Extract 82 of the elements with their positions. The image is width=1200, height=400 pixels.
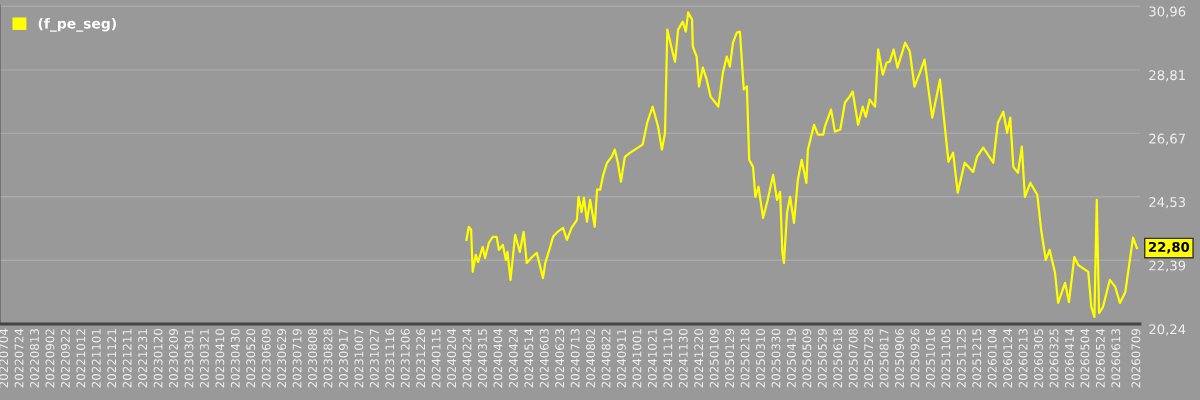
x-tick-label: 20230719: [292, 329, 302, 388]
x-tick-label: 20260613: [1111, 329, 1121, 388]
x-tick-label: 20230520: [246, 328, 256, 388]
x-tick-label: 20240115: [431, 329, 441, 388]
legend-label: (f_pe_seg): [38, 17, 116, 32]
x-tick-label: 20260104: [987, 328, 997, 388]
x-tick-label: 20250109: [709, 329, 719, 388]
x-tick-label: 20230917: [338, 329, 348, 388]
x-tick-label: 20240713: [570, 329, 580, 388]
x-tick-label: 20260213: [1018, 329, 1028, 388]
x-tick-label: 20250618: [833, 328, 843, 388]
x-tick-label: 20230609: [261, 329, 271, 388]
x-tick-label: 20220813: [30, 329, 39, 388]
x-tick-label: 20241130: [678, 328, 688, 388]
x-tick-label: 20250509: [802, 329, 812, 388]
x-tick-label: 20220724: [14, 328, 24, 388]
x-tick-label: 20250310: [756, 328, 765, 388]
x-tick-label: 20221012: [76, 329, 86, 388]
x-tick-label: 20240224: [462, 328, 472, 388]
x-tick-label: 20230321: [199, 329, 209, 388]
x-tick-label: 20250728: [864, 328, 874, 388]
y-tick-label: 30,96: [1149, 6, 1186, 18]
x-tick-label: 20251016: [925, 328, 935, 388]
x-tick-label: 20250330: [771, 328, 781, 388]
x-tick-label: 20250817: [879, 329, 889, 388]
x-tick-label: 20231007: [354, 329, 364, 388]
x-tick-label: 20221211: [122, 329, 132, 388]
x-tick-label: 20260504: [1080, 328, 1090, 388]
x-tick-label: 20260414: [1064, 328, 1074, 388]
x-tick-label: 20230120: [153, 328, 163, 388]
x-tick-label: 20241220: [694, 328, 704, 388]
x-tick-label: 20241001: [632, 329, 642, 388]
x-tick-label: 20230808: [308, 328, 317, 388]
y-tick-label: 28,81: [1149, 70, 1185, 82]
x-tick-label: 20241021: [647, 329, 657, 388]
x-tick-label: 20240204: [447, 328, 457, 388]
x-tick-label: 20240315: [477, 329, 487, 388]
x-tick-label: 20251125: [956, 329, 966, 388]
y-tick-label: 24,53: [1149, 197, 1186, 209]
x-tick-label: 20240603: [539, 329, 549, 388]
x-tick-label: 20221231: [138, 329, 148, 388]
x-tick-label: 20220704: [0, 328, 9, 388]
y-tick-label: 26,67: [1149, 133, 1185, 145]
x-tick-label: 20260305: [1034, 329, 1044, 388]
x-tick-label: 20230209: [169, 329, 178, 388]
x-tick-label: 20260124: [1003, 328, 1013, 388]
x-tick-label: 20240911: [617, 329, 626, 388]
x-tick-label: 20250419: [786, 329, 796, 388]
x-tick-label: 20260709: [1131, 329, 1141, 388]
x-tick-label: 20240514: [524, 328, 534, 388]
x-tick-label: 20231116: [385, 328, 395, 388]
x-tick-label: 20220902: [45, 329, 55, 388]
x-tick-label: 20220922: [60, 329, 70, 388]
x-tick-label: 20250529: [817, 329, 827, 388]
x-tick-label: 20230301: [184, 329, 194, 388]
x-tick-label: 20250926: [910, 328, 920, 388]
x-tick-label: 20221121: [107, 329, 117, 388]
x-tick-label: 20231206: [400, 328, 410, 388]
x-tick-label: 20240822: [601, 329, 611, 388]
x-tick-label: 20240802: [586, 329, 596, 388]
x-tick-label: 20230828: [323, 328, 333, 388]
x-tick-label: 20240404: [493, 328, 503, 388]
x-tick-label: 20260325: [1049, 329, 1059, 388]
x-tick-label: 20230410: [215, 328, 225, 388]
x-tick-label: 20251105: [941, 329, 951, 388]
x-tick-label: 20241110: [663, 328, 673, 388]
x-tick-label: 20250708: [848, 328, 858, 388]
x-tick-label: 20250218: [740, 328, 750, 388]
annotation: 22,80: [1149, 241, 1190, 254]
x-tick-label: 20250129: [725, 329, 735, 388]
x-tick-label: 20231226: [416, 328, 426, 388]
x-tick-label: 20251215: [972, 329, 982, 388]
x-tick-label: 20240623: [555, 329, 565, 388]
x-tick-label: 20231027: [369, 329, 379, 388]
x-tick-label: 20260524: [1095, 328, 1105, 388]
x-tick-label: 20230629: [277, 329, 287, 388]
x-tick-label: 20250906: [895, 328, 904, 388]
x-tick-label: 20221101: [91, 329, 101, 388]
x-tick-label: 20240424: [508, 328, 518, 388]
y-tick-label: 20,24: [1149, 324, 1186, 336]
y-tick-label: 22,39: [1149, 260, 1186, 272]
x-tick-label: 20230430: [230, 328, 240, 388]
